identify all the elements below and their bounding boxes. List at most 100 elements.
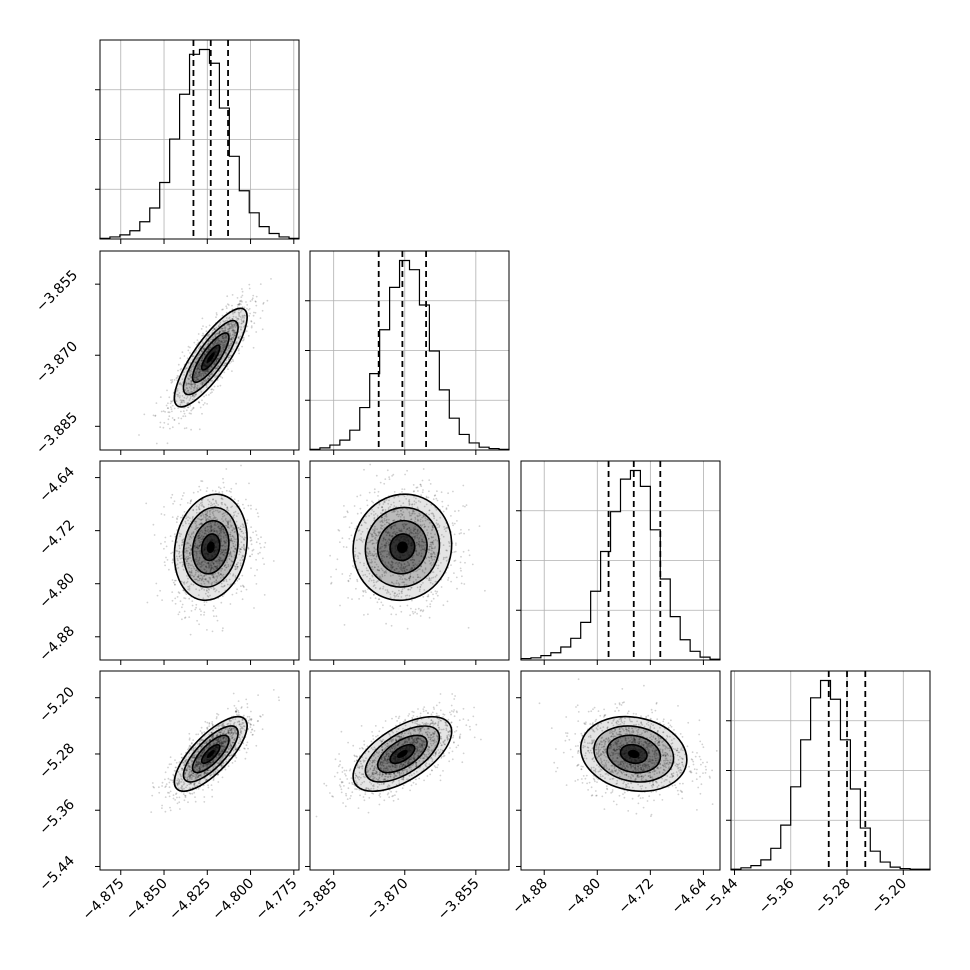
sample-point <box>197 537 200 540</box>
sample-point <box>219 343 222 346</box>
sample-point <box>177 407 180 409</box>
sample-point <box>403 567 406 570</box>
sample-point <box>196 570 199 573</box>
sample-point <box>232 312 234 315</box>
sample-point <box>196 784 199 787</box>
sample-point <box>230 537 233 540</box>
sample-point <box>420 546 423 548</box>
density-peak <box>206 352 215 364</box>
sample-point <box>182 781 185 783</box>
sample-point <box>386 531 389 534</box>
sample-point <box>356 580 359 583</box>
sample-point <box>238 734 241 736</box>
sample-point <box>431 555 433 558</box>
sample-point <box>413 566 416 569</box>
sample-point <box>247 547 250 550</box>
sample-point <box>199 608 201 611</box>
sample-point <box>445 556 448 559</box>
sample-point <box>224 320 227 322</box>
sample-point <box>199 364 201 366</box>
sample-point <box>241 598 244 601</box>
sample-point <box>197 782 200 785</box>
sample-point <box>207 377 210 380</box>
sample-point <box>171 410 173 413</box>
sample-point <box>247 546 250 549</box>
sample-point <box>383 572 386 574</box>
sample-point <box>220 528 222 530</box>
sample-point <box>231 736 234 739</box>
sample-point <box>374 532 377 535</box>
sample-point <box>403 516 405 519</box>
sample-point <box>173 769 176 772</box>
sample-point <box>223 503 226 506</box>
sample-point <box>212 563 215 565</box>
sample-point <box>232 732 235 735</box>
sample-point <box>372 579 375 582</box>
sample-point <box>195 361 197 364</box>
sample-point <box>371 500 373 503</box>
sample-point <box>240 730 243 733</box>
sample-point <box>233 335 235 337</box>
sample-point <box>212 576 215 579</box>
sample-point <box>248 307 251 310</box>
sample-point <box>216 762 219 765</box>
sample-point <box>176 541 179 543</box>
sample-point <box>210 524 212 527</box>
sample-point <box>198 761 201 764</box>
contour-line <box>376 519 428 575</box>
sample-point <box>171 599 174 602</box>
sample-point <box>397 582 400 585</box>
sample-point <box>205 778 208 781</box>
sample-point <box>191 604 194 607</box>
sample-point <box>227 729 230 732</box>
sample-point <box>175 377 178 380</box>
sample-point <box>445 559 448 562</box>
sample-point <box>373 554 376 556</box>
sample-point <box>243 543 245 546</box>
sample-point <box>190 520 192 523</box>
sample-point <box>215 360 218 363</box>
sample-point <box>192 509 195 511</box>
sample-point <box>212 329 214 332</box>
sample-point <box>363 538 365 541</box>
sample-point <box>180 554 183 557</box>
sample-point <box>197 571 200 573</box>
sample-point <box>386 521 389 524</box>
sample-point <box>416 518 419 521</box>
sample-point <box>194 372 197 375</box>
sample-point <box>224 569 226 571</box>
sample-point <box>430 555 433 557</box>
sample-point <box>372 510 375 513</box>
sample-point <box>203 379 205 382</box>
sample-point <box>225 354 227 356</box>
sample-point <box>220 744 223 747</box>
sample-point <box>237 303 240 306</box>
sample-point <box>221 744 223 746</box>
sample-point <box>209 515 212 518</box>
sample-point <box>190 383 193 386</box>
sample-point <box>428 616 431 619</box>
sample-point <box>168 396 171 399</box>
sample-point <box>184 617 186 619</box>
sample-point <box>211 630 214 633</box>
sample-point <box>202 535 205 538</box>
sample-point <box>213 524 216 527</box>
sample-point <box>225 351 227 354</box>
sample-point <box>194 550 197 553</box>
sample-point <box>397 565 400 568</box>
sample-point <box>191 391 194 393</box>
sample-point <box>236 713 238 716</box>
sample-point <box>205 337 208 339</box>
sample-point <box>194 608 197 611</box>
sample-point <box>231 529 234 532</box>
sample-point <box>164 810 167 813</box>
sample-point <box>218 752 221 755</box>
sample-point <box>205 574 208 576</box>
sample-point <box>193 765 196 768</box>
sample-point <box>167 407 170 409</box>
sample-point <box>234 334 236 336</box>
sample-point <box>187 345 190 348</box>
sample-point <box>235 520 238 523</box>
sample-point <box>216 518 219 521</box>
sample-point <box>200 345 202 348</box>
